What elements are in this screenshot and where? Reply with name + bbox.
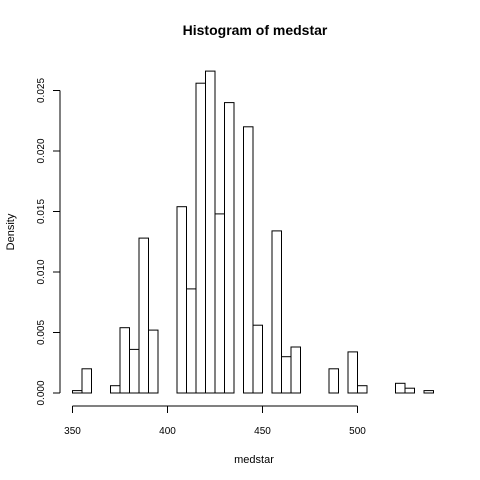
- histogram-bar: [357, 385, 368, 394]
- histogram-bar: [119, 327, 130, 394]
- y-tick-label: 0.000: [36, 380, 47, 405]
- histogram-bar: [81, 368, 92, 394]
- histogram-bar: [281, 356, 292, 394]
- histogram-bar: [328, 368, 339, 394]
- histogram-bar: [347, 351, 358, 394]
- y-axis: 0.000 0.005 0.010 0.015 0.020 0.025: [36, 78, 61, 406]
- histogram-bar: [252, 324, 263, 394]
- histogram-bar: [290, 346, 301, 394]
- y-tick-label: 0.020: [36, 138, 47, 163]
- x-tick-label: 350: [64, 426, 81, 437]
- histogram-bar: [72, 390, 83, 394]
- histogram-bar: [176, 206, 187, 394]
- histogram-bar: [186, 288, 197, 394]
- histogram-bar: [195, 82, 206, 394]
- histogram-bar: [138, 237, 149, 394]
- histogram-bar: [271, 230, 282, 394]
- y-tick-label: 0.005: [36, 320, 47, 345]
- histogram-bar: [423, 390, 434, 394]
- histogram-bar: [205, 70, 216, 394]
- histogram-bar: [148, 329, 159, 394]
- histogram-bar: [243, 126, 254, 394]
- y-tick-label: 0.025: [36, 78, 47, 103]
- x-tick-label: 400: [159, 426, 176, 437]
- chart-title: Histogram of medstar: [183, 22, 328, 38]
- bars-group: [72, 70, 434, 394]
- x-tick-label: 500: [349, 426, 366, 437]
- x-axis: 350 400 450 500: [64, 405, 366, 437]
- y-tick-label: 0.010: [36, 259, 47, 284]
- y-tick-label: 0.015: [36, 199, 47, 224]
- x-axis-label: medstar: [234, 454, 274, 466]
- histogram-bar: [395, 382, 406, 394]
- histogram-bar: [110, 385, 121, 394]
- histogram-bar: [214, 213, 225, 394]
- histogram-bar: [224, 102, 235, 394]
- y-axis-label: Density: [5, 213, 17, 250]
- x-tick-label: 450: [254, 426, 271, 437]
- histogram-bar: [404, 387, 415, 394]
- histogram-bar: [129, 348, 140, 394]
